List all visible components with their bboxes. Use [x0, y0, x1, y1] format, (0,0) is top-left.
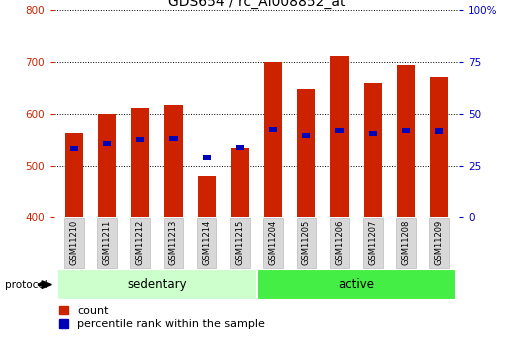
- Bar: [64, 218, 84, 268]
- Bar: [256, 269, 456, 300]
- Bar: [203, 155, 211, 160]
- Bar: [402, 128, 410, 133]
- Bar: [336, 128, 344, 133]
- Bar: [198, 176, 216, 217]
- Bar: [236, 145, 244, 150]
- Bar: [297, 218, 316, 268]
- Bar: [65, 133, 83, 217]
- Text: GSM11204: GSM11204: [269, 219, 278, 265]
- Bar: [363, 218, 383, 268]
- Bar: [435, 128, 443, 134]
- Bar: [330, 56, 349, 217]
- Bar: [269, 127, 277, 132]
- Text: GSM11210: GSM11210: [69, 219, 78, 265]
- Text: GSM11213: GSM11213: [169, 219, 178, 265]
- Bar: [364, 83, 382, 217]
- Bar: [230, 218, 250, 268]
- Text: sedentary: sedentary: [127, 278, 187, 291]
- Bar: [369, 131, 377, 136]
- Text: GSM11207: GSM11207: [368, 219, 377, 265]
- Text: GSM11215: GSM11215: [235, 219, 244, 265]
- Bar: [264, 62, 282, 217]
- Bar: [302, 133, 310, 138]
- Text: GSM11205: GSM11205: [302, 219, 311, 265]
- Title: GDS654 / rc_AI008852_at: GDS654 / rc_AI008852_at: [168, 0, 345, 9]
- Bar: [231, 148, 249, 217]
- Bar: [131, 108, 149, 217]
- Bar: [70, 146, 78, 151]
- Text: GSM11211: GSM11211: [103, 219, 111, 265]
- Text: protocol: protocol: [5, 280, 48, 289]
- Bar: [397, 65, 415, 217]
- Bar: [164, 105, 183, 217]
- Bar: [130, 218, 150, 268]
- Bar: [164, 218, 183, 268]
- Text: active: active: [338, 278, 374, 291]
- Text: GSM11208: GSM11208: [402, 219, 410, 265]
- Bar: [197, 218, 216, 268]
- Bar: [430, 77, 448, 217]
- Bar: [97, 218, 117, 268]
- Bar: [136, 137, 144, 142]
- Text: GSM11209: GSM11209: [435, 219, 444, 265]
- Bar: [297, 89, 315, 217]
- Text: GSM11212: GSM11212: [136, 219, 145, 265]
- Text: GSM11214: GSM11214: [202, 219, 211, 265]
- Legend: count, percentile rank within the sample: count, percentile rank within the sample: [60, 306, 265, 329]
- Bar: [396, 218, 416, 268]
- Bar: [98, 114, 116, 217]
- Bar: [263, 218, 283, 268]
- Bar: [330, 218, 349, 268]
- Bar: [169, 136, 177, 141]
- Bar: [429, 218, 449, 268]
- Text: GSM11206: GSM11206: [335, 219, 344, 265]
- Bar: [57, 269, 256, 300]
- Bar: [103, 141, 111, 146]
